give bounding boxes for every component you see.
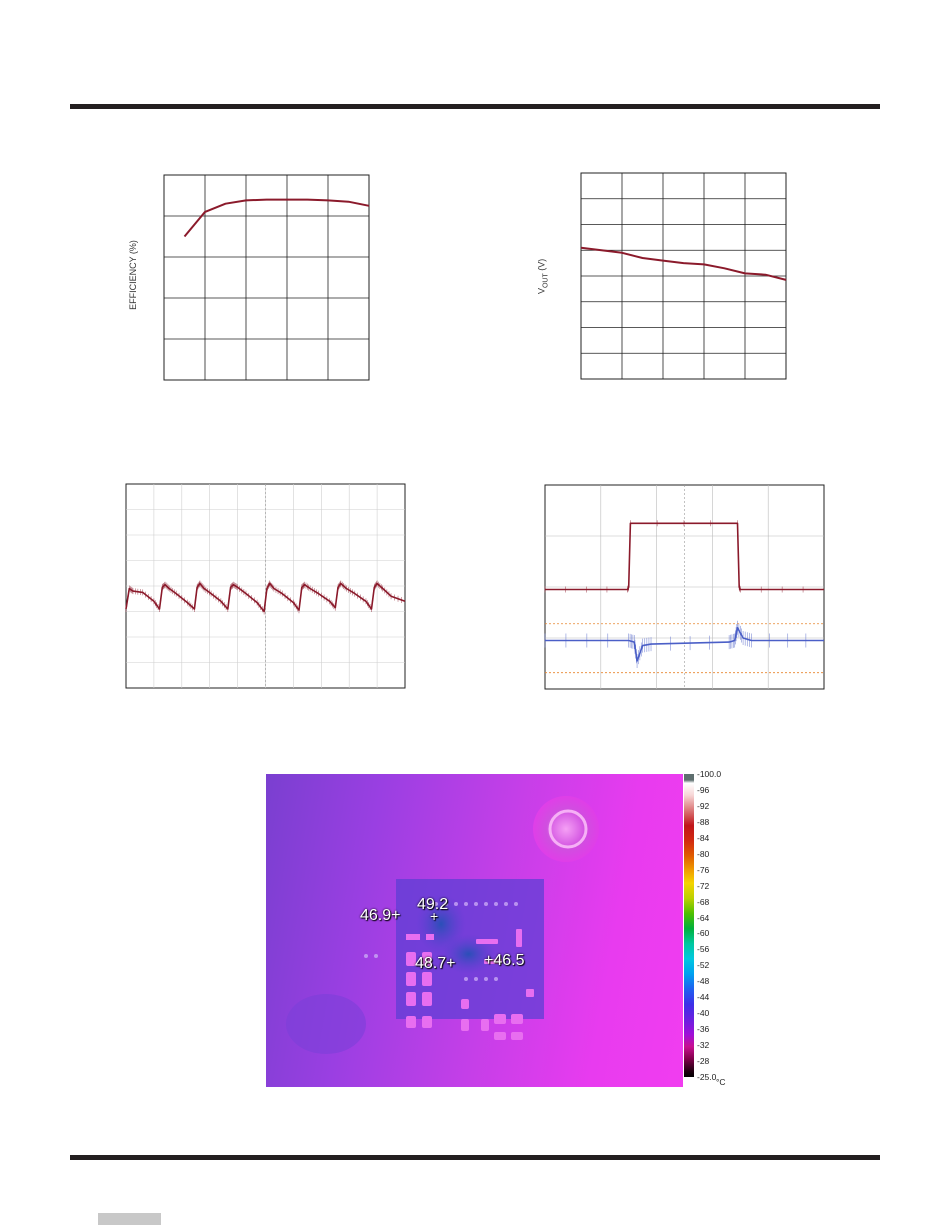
page-number-tab [98, 1213, 161, 1225]
footer-rule [70, 1155, 880, 1160]
vout-axis-label-unit: (V) [536, 258, 547, 274]
thermal-scale-tick: -100.0 [697, 769, 722, 779]
thermal-scale-tick: -56 [697, 944, 710, 955]
chart-3-series-0 [545, 522, 824, 591]
chart-3-plot [544, 484, 825, 690]
chart-0-frame [163, 174, 370, 381]
efficiency-axis-label: EFFICIENCY (%) [128, 240, 138, 310]
vout-axis-label: VOUT (V) [537, 246, 550, 306]
chart-2-frame [125, 483, 406, 689]
thermal-scale-unit: °C [716, 1077, 726, 1087]
thermal-scale-tick: -72 [697, 880, 710, 891]
thermal-scale-tick: -40 [697, 1008, 710, 1019]
thermal-scale-tick: -84 [697, 832, 710, 843]
thermal-scale-tick: -25.0 [697, 1072, 717, 1082]
thermal-scale-tick: -96 [697, 784, 710, 795]
thermal-scale-tick: -80 [697, 848, 710, 859]
thermal-scale-tick: -68 [697, 896, 710, 907]
chart-0-plot [163, 174, 370, 381]
chart-2-series-0 [125, 582, 406, 613]
vout-axis-label-main: V [536, 288, 547, 295]
chart-3-series-1 [545, 626, 824, 662]
thermal-board-graphic [286, 796, 599, 1054]
thermal-scale-tick: -88 [697, 816, 710, 827]
thermal-scale-tick: -76 [697, 864, 710, 875]
vout-axis-label-sub: OUT [542, 273, 550, 289]
thermal-scale-tick: -32 [697, 1040, 710, 1051]
chart-2-plot [125, 483, 406, 689]
temp-readout-2: 49.2 [417, 896, 449, 913]
header-rule [70, 104, 880, 109]
thermal-scale-tick: -36 [697, 1024, 710, 1035]
thermal-scale-tick: -48 [697, 976, 710, 987]
temp-readout-4: +46.5 [484, 952, 525, 969]
thermal-scale-tick: -28 [697, 1056, 710, 1067]
chart-1-series-0 [580, 246, 787, 281]
chart-3-frame [544, 484, 825, 690]
thermal-scale-tick: -64 [697, 912, 710, 923]
thermal-scale-tick: -60 [697, 928, 710, 939]
thermal-image: 46.9+ 49.2 + 48.7+ +46.5 [266, 774, 683, 1087]
chart-1-frame [580, 172, 787, 380]
chart-0-series-0 [183, 198, 370, 238]
temp-readout-3: 48.7+ [415, 955, 456, 972]
thermal-color-bar [684, 774, 694, 1077]
crosshair-icon: + [430, 908, 439, 924]
thermal-scale-tick: -92 [697, 800, 710, 811]
temp-readout-1: 46.9+ [360, 907, 401, 924]
chart-1-plot [580, 172, 787, 380]
thermal-scale-tick: -44 [697, 992, 710, 1003]
thermal-scale-tick: -52 [697, 960, 710, 971]
